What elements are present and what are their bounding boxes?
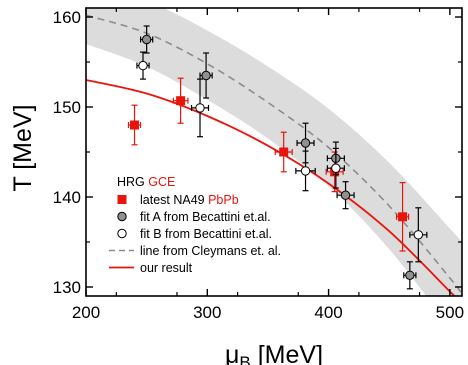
legend-open-circle: [117, 228, 127, 239]
gray-circle-marker: [340, 190, 351, 200]
point-gray-circle: [199, 52, 213, 99]
x-axis-label-mu: μ: [225, 341, 239, 365]
legend-entry: fit A from Becattini et.al.: [117, 210, 271, 224]
square-marker: [176, 96, 186, 106]
gray-circle-marker: [405, 270, 415, 280]
legend-label: our result: [140, 261, 193, 275]
gray-circle-marker: [141, 34, 152, 45]
open-circle-marker: [413, 230, 424, 240]
legend-label: line from Cleymans et. al.: [140, 244, 281, 258]
point-filled-square: [395, 182, 410, 252]
point-filled-square: [127, 104, 142, 146]
legend-entry: our result: [109, 261, 193, 275]
legend-label-text: fit A from Becattini et.al.: [140, 210, 271, 224]
legend-header-gce: GCE: [148, 175, 175, 189]
x-tick-label: 500: [436, 303, 464, 322]
legend: HRG GCE latest NA49 PbPb fit A from Becatt…: [109, 175, 281, 275]
x-tick-label: 200: [72, 303, 100, 322]
legend-label: fit A from Becattini et.al.: [140, 210, 271, 224]
legend-entry: line from Cleymans et. al.: [109, 244, 281, 258]
gray-circle-marker: [300, 138, 311, 148]
y-tick-label: 130: [53, 278, 81, 297]
open-circle-marker: [138, 60, 148, 71]
point-gray-circle: [296, 122, 315, 164]
legend-label-red: PbPb: [205, 193, 239, 207]
point-open-circle: [136, 51, 150, 80]
legend-label-text: our result: [140, 261, 193, 275]
point-open-circle: [295, 150, 316, 192]
point-gray-circle: [336, 181, 355, 210]
point-open-circle: [190, 78, 210, 138]
point-open-circle: [326, 147, 345, 189]
square-marker: [130, 120, 140, 130]
open-circle-marker: [331, 163, 341, 173]
point-gray-circle: [139, 25, 154, 54]
x-tick-label: 300: [193, 303, 221, 322]
x-axis-label-unit: [MeV]: [258, 341, 323, 365]
legend-header: HRG GCE: [117, 175, 175, 189]
point-gray-circle: [403, 261, 417, 290]
y-tick-label: 150: [53, 98, 81, 117]
open-circle-marker: [300, 166, 311, 176]
legend-gray-circle: [117, 211, 127, 222]
legend-label-text: fit B from Becattini et.al.: [140, 227, 272, 241]
our-result-line: [86, 79, 456, 296]
open-circle-marker: [195, 103, 205, 113]
y-axis-label: T [MeV]: [9, 104, 37, 191]
y-tick-label: 140: [53, 188, 81, 207]
x-axis-label: μB [MeV]: [225, 341, 323, 365]
legend-entry: fit B from Becattini et.al.: [117, 227, 272, 241]
legend-header-hrg: HRG: [117, 175, 148, 189]
legend-label: fit B from Becattini et.al.: [140, 227, 272, 241]
legend-label-text: latest NA49: [140, 193, 205, 207]
x-tick-label: 400: [314, 303, 342, 322]
cleymans-dashed-line: [86, 14, 462, 295]
x-axis-label-sub: B: [239, 353, 250, 365]
gray-circle-marker: [201, 70, 211, 81]
point-open-circle: [409, 207, 428, 263]
legend-entry: latest NA49 PbPb: [117, 193, 239, 207]
point-filled-square: [274, 131, 293, 173]
uncertainty-band: [86, 8, 462, 296]
legend-square-marker: [117, 195, 127, 204]
axes: 200 300 400 500 130 140 150 160: [53, 7, 464, 322]
y-tick-label: 160: [53, 8, 81, 27]
legend-label-text: line from Cleymans et. al.: [140, 244, 281, 258]
data-points: [127, 25, 428, 290]
square-marker: [398, 212, 408, 222]
point-filled-square: [172, 77, 189, 124]
legend-label: latest NA49 PbPb: [140, 193, 239, 207]
square-marker: [279, 147, 289, 157]
